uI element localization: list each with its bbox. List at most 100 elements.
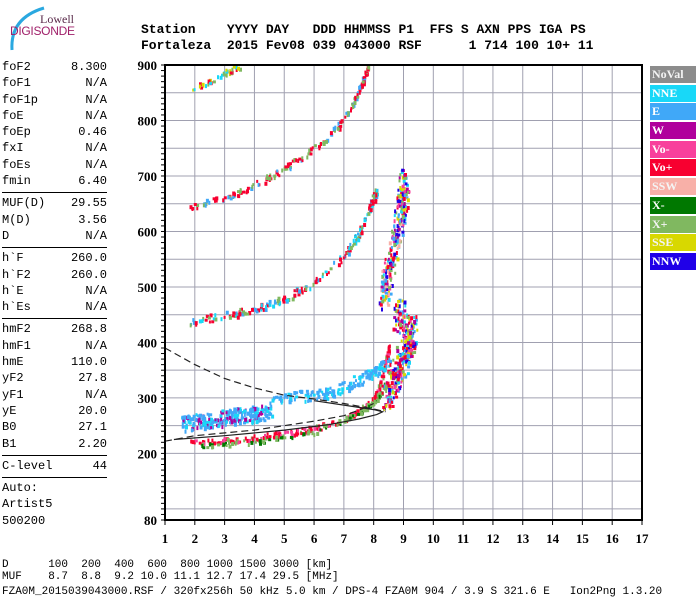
echo-point — [251, 420, 255, 425]
echo-point — [186, 415, 190, 420]
param-label: foE — [2, 108, 24, 123]
echo-point — [382, 269, 386, 274]
echo-point — [214, 418, 217, 422]
echo-point — [339, 255, 342, 259]
echo-point — [387, 303, 391, 307]
echo-point — [409, 336, 413, 340]
echo-point — [413, 315, 416, 319]
echo-point — [412, 341, 416, 345]
echo-point — [385, 282, 389, 287]
echo-point — [375, 401, 377, 405]
echo-point — [387, 352, 391, 356]
echo-point — [377, 374, 380, 379]
echo-point — [395, 379, 398, 383]
echo-point — [336, 126, 340, 131]
echo-point — [368, 404, 371, 408]
echo-point — [267, 407, 270, 410]
echo-point — [413, 320, 417, 324]
echo-point — [229, 409, 232, 413]
echo-point — [405, 196, 409, 200]
echo-point — [397, 244, 401, 249]
echo-point — [398, 364, 402, 369]
echo-point — [257, 414, 260, 418]
echo-point — [263, 419, 267, 423]
echo-point — [375, 189, 378, 193]
param-label: foF1p — [2, 92, 39, 107]
echo-point — [385, 365, 388, 369]
legend-item-noval: NoVal — [650, 66, 696, 83]
param-value: 20.0 — [78, 403, 107, 418]
echo-point — [248, 311, 252, 315]
echo-point — [225, 444, 228, 447]
x-tick-label: 11 — [457, 531, 469, 546]
echo-point — [354, 96, 357, 101]
echo-point — [233, 418, 236, 423]
param-row: yF1 N/A — [2, 387, 107, 403]
echo-point — [385, 275, 389, 280]
echo-point — [244, 436, 247, 441]
echo-point — [267, 416, 271, 420]
echo-point — [374, 188, 377, 193]
echo-point — [396, 309, 400, 314]
echo-point — [261, 404, 264, 409]
echo-point — [279, 436, 283, 440]
y-tick-label: 800 — [138, 113, 158, 128]
echo-point — [314, 280, 318, 285]
echo-point — [411, 332, 414, 336]
echo-point — [388, 388, 392, 392]
echo-point — [368, 377, 372, 381]
echo-point — [395, 303, 397, 308]
echo-point — [407, 190, 411, 194]
echo-point — [243, 439, 246, 443]
echo-point — [184, 429, 187, 434]
y-tick-label: 700 — [138, 169, 158, 184]
echo-point — [268, 438, 272, 442]
echo-point — [325, 426, 328, 430]
echo-point — [398, 238, 401, 243]
echo-point — [369, 208, 373, 213]
echo-point — [374, 366, 378, 369]
echo-point — [387, 265, 391, 269]
echo-point — [374, 373, 378, 377]
echo-point — [238, 311, 242, 316]
echo-point — [242, 190, 246, 194]
echo-point — [348, 416, 352, 420]
echo-point — [397, 388, 400, 392]
echo-point — [200, 86, 204, 90]
echo-point — [368, 206, 371, 211]
echo-point — [325, 139, 328, 144]
echo-point — [310, 148, 313, 152]
echo-point — [378, 371, 380, 376]
echo-point — [381, 281, 385, 286]
echo-point — [407, 365, 411, 369]
y-tick-label: 500 — [138, 280, 158, 295]
echo-point — [239, 407, 242, 412]
echo-point — [208, 417, 211, 421]
echo-point — [268, 176, 272, 181]
echo-point — [308, 399, 312, 403]
echo-point — [400, 202, 403, 206]
echo-point — [236, 418, 239, 422]
echo-point — [206, 412, 209, 416]
echo-point — [408, 319, 412, 324]
echo-point — [202, 316, 205, 321]
footer-file-info: FZA0M_2015039043000.RSF / 320fx256h 50 k… — [2, 586, 663, 598]
echo-point — [287, 392, 291, 396]
echo-point — [257, 308, 261, 313]
echo-point — [266, 435, 269, 439]
echo-point — [376, 393, 380, 398]
echo-point — [194, 439, 198, 443]
echo-point — [196, 204, 200, 207]
echo-point — [260, 303, 263, 308]
echo-point — [391, 390, 394, 395]
echo-point — [293, 397, 296, 402]
echo-point — [196, 426, 199, 431]
echo-point — [403, 202, 406, 206]
echo-point — [297, 428, 299, 433]
param-label: MUF(D) — [2, 196, 46, 211]
echo-point — [278, 432, 281, 437]
echo-point — [295, 391, 299, 395]
echo-point — [279, 395, 283, 400]
legend-item-e: E — [650, 103, 696, 121]
echo-point — [381, 366, 384, 370]
